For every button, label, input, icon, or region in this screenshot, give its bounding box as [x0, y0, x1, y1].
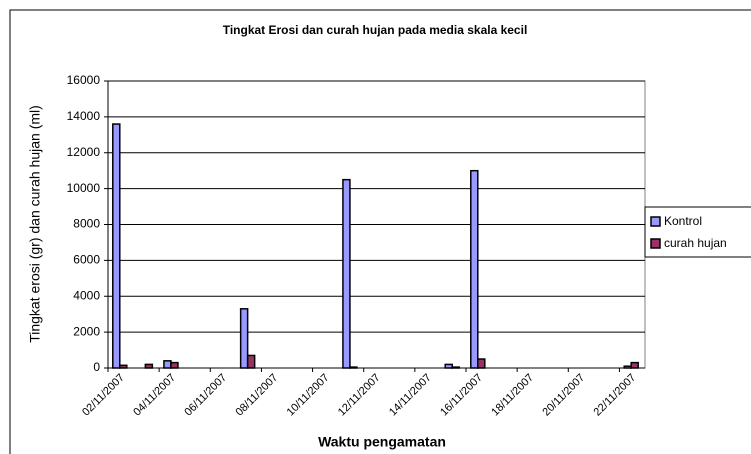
bar: [630, 361, 639, 369]
bar: [163, 360, 172, 369]
bar: [444, 363, 453, 369]
legend-box: [644, 206, 751, 258]
bar: [623, 365, 632, 369]
bar: [342, 178, 351, 369]
y-tick-label: 2000: [73, 324, 100, 338]
bar: [477, 358, 486, 369]
y-tick-label: 14000: [67, 109, 101, 123]
bar: [144, 363, 154, 369]
bar: [239, 308, 249, 369]
bar: [470, 169, 479, 369]
bar: [451, 366, 460, 369]
legend-swatch: [650, 216, 661, 227]
y-tick-label: 4000: [73, 288, 100, 302]
y-tick-label: 10000: [67, 181, 101, 195]
legend-label: Kontrol: [664, 214, 702, 228]
y-tick-label: 0: [93, 360, 100, 374]
bar: [112, 123, 121, 369]
y-tick-label: 8000: [73, 217, 100, 231]
bar: [246, 354, 256, 369]
y-tick-label: 16000: [67, 73, 101, 87]
y-axis-label: Tingkat erosi (gr) dan curah hujan (ml): [27, 105, 43, 343]
y-tick-label: 12000: [67, 145, 101, 159]
legend-label: curah hujan: [664, 236, 727, 250]
y-tick-label: 6000: [73, 253, 100, 267]
bar: [170, 361, 179, 369]
chart-title: Tingkat Erosi dan curah hujan pada media…: [223, 23, 528, 37]
legend-swatch: [650, 238, 661, 249]
bar: [119, 364, 128, 369]
bar: [349, 366, 358, 369]
x-axis-label: Waktu pengamatan: [318, 434, 446, 450]
